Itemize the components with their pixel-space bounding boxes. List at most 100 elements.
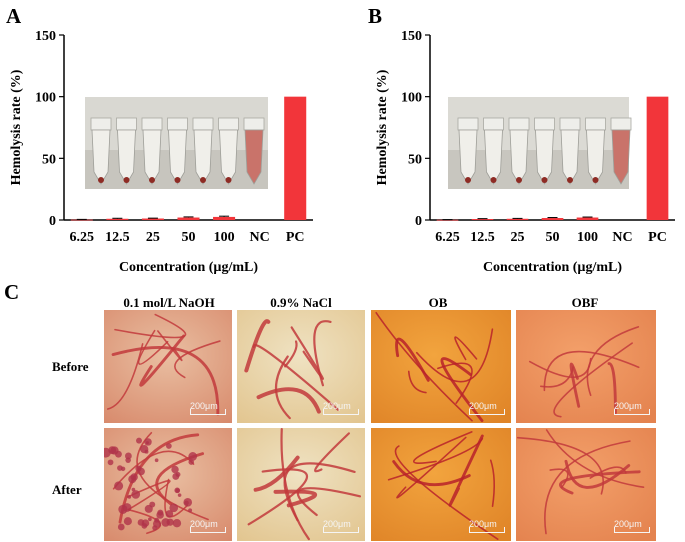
y-tick-label: 50 [42, 152, 56, 167]
hemorrhage-spot [123, 517, 132, 526]
tube-pellet [567, 177, 573, 183]
vessel [396, 436, 467, 499]
bar-pc [646, 96, 669, 220]
vessel [112, 450, 195, 490]
bar-6-25 [70, 219, 93, 221]
scalebar-bar [190, 527, 226, 533]
x-tick-label: 6.25 [70, 230, 95, 245]
vessel [174, 340, 221, 379]
cam-image-before-naoh: 200μm [104, 310, 232, 423]
hemorrhage-spot [171, 465, 179, 474]
y-tick-label: 150 [401, 29, 422, 44]
hemorrhage-spot [165, 443, 172, 449]
y-tick-label: 150 [35, 29, 56, 44]
hemorrhage-spot [107, 459, 114, 466]
tube [193, 129, 213, 185]
scalebar-bar [469, 409, 505, 415]
scalebar-label: 200μm [323, 401, 351, 411]
vessel [253, 455, 300, 492]
cam-column-label-obf: OBF [571, 295, 599, 310]
x-axis-label: Concentration (µg/mL) [483, 260, 622, 275]
scalebar-label: 200μm [614, 519, 642, 529]
tube-cap [457, 117, 479, 131]
tube-cap [116, 117, 137, 131]
scalebar-bar [614, 409, 650, 415]
bar-50 [541, 218, 564, 220]
bar-12-5 [106, 218, 129, 220]
cam-column-label-naoh: 0.1 mol/L NaOH [123, 295, 215, 310]
y-axis-label: Hemolysis rate (%) [9, 69, 24, 185]
hemorrhage-spot [149, 501, 156, 508]
bar-100 [213, 216, 236, 220]
tube [509, 129, 529, 185]
cam-image-after-obf: 200μm [516, 428, 656, 541]
vessel [395, 337, 430, 382]
vessel [528, 357, 592, 379]
tube [586, 129, 605, 185]
tube-pellet [123, 177, 130, 183]
scalebar: 200μm [323, 519, 359, 533]
bar-100 [576, 217, 599, 220]
vessel [273, 489, 317, 508]
bar-6-25 [436, 219, 459, 221]
vessel [415, 328, 494, 383]
cam-image-after-ob: 200μm [371, 428, 511, 541]
tube-cap [610, 117, 632, 131]
tube [219, 129, 238, 185]
scalebar: 200μm [614, 401, 650, 415]
vessel [440, 357, 484, 423]
vessel [252, 344, 340, 411]
vessel [607, 362, 617, 415]
vessel [136, 431, 209, 521]
hemorrhage-spot [184, 500, 189, 506]
vessel [137, 329, 169, 365]
x-tick-label: PC [286, 230, 305, 245]
hemorrhage-spot [177, 493, 182, 497]
tube [91, 129, 111, 185]
hemorrhage-spot [156, 511, 164, 519]
cam-row-label-after: After [52, 482, 82, 497]
vessel [244, 319, 271, 373]
y-tick-label: 100 [401, 91, 422, 106]
hemorrhage-spot [188, 452, 198, 461]
cam-image-after-nacl: 200μm [237, 428, 365, 541]
vessel [559, 470, 641, 495]
scalebar-label: 200μm [469, 519, 497, 529]
scalebar-bar [469, 527, 505, 533]
vessel [553, 342, 633, 418]
tube [611, 129, 631, 185]
scalebar: 200μm [469, 401, 505, 415]
hemorrhage-spot [166, 518, 174, 526]
hemorrhage-spot [154, 517, 160, 523]
hemolysis-chart-b: 0 50 100 150 Hemolysis rate (%) 6.25 12.5 25 50 1… [375, 29, 675, 275]
scalebar-bar [323, 409, 359, 415]
hemorrhage-spot [115, 450, 122, 458]
vessel [314, 432, 351, 473]
tube-pellet [465, 177, 471, 183]
hemorrhage-spot [169, 503, 179, 513]
hemorrhage-spot [127, 495, 132, 499]
scalebar: 200μm [190, 519, 226, 533]
vessel [139, 334, 186, 387]
tube-cap [243, 117, 265, 131]
vessel [586, 326, 640, 397]
tube-pellet [200, 177, 206, 183]
tube [117, 129, 136, 185]
vessel [564, 459, 631, 489]
y-tick-label: 50 [408, 152, 422, 167]
y-tick-label: 100 [35, 91, 56, 106]
vessel [256, 387, 321, 414]
panel-b-letter: B [368, 4, 383, 28]
tube [560, 129, 580, 185]
scalebar: 200μm [323, 401, 359, 415]
scalebar-bar [190, 409, 226, 415]
hemorrhage-spot [137, 467, 145, 476]
tube [458, 129, 478, 185]
hemorrhage-spot [172, 473, 180, 480]
vessel [392, 460, 471, 487]
scalebar: 200μm [614, 519, 650, 533]
x-tick-label: 12.5 [470, 230, 495, 245]
tube-photo-a [85, 97, 268, 189]
tube [142, 129, 162, 185]
scalebar-label: 200μm [190, 519, 218, 529]
